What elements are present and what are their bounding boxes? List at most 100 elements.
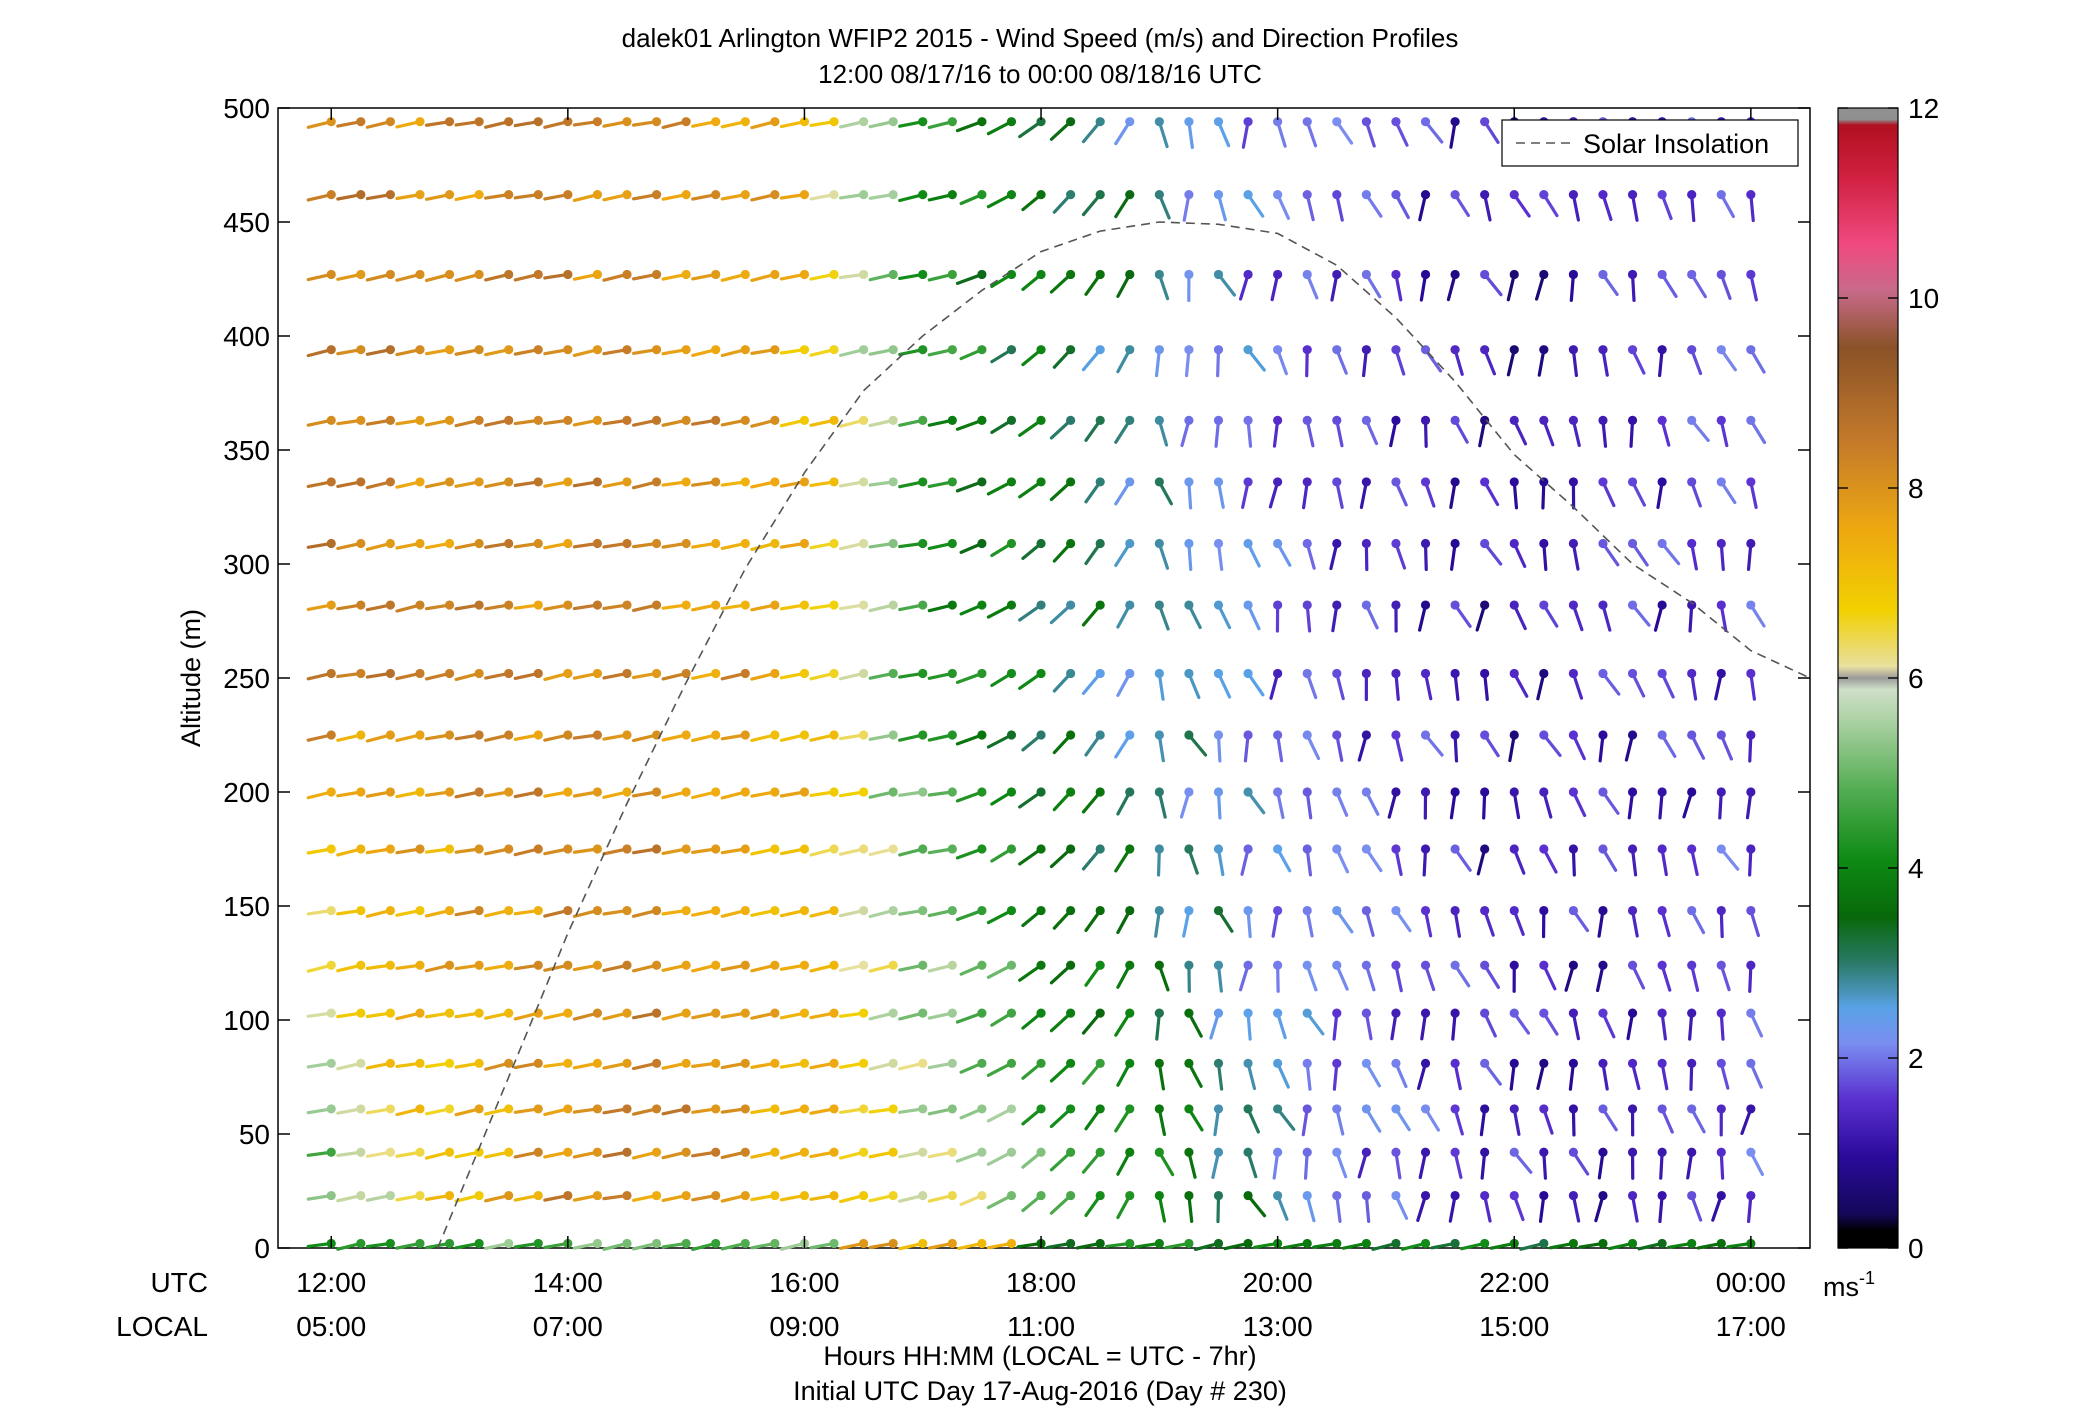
wind-stick-head — [474, 1147, 484, 1157]
wind-stick-head — [1095, 905, 1105, 916]
wind-stick-head — [1657, 1190, 1667, 1201]
wind-stick-head — [1125, 269, 1135, 280]
wind-stick-head — [977, 1104, 987, 1114]
wind-stick-head — [977, 1238, 987, 1249]
wind-stick-head — [1361, 538, 1371, 549]
wind-stick-head — [1036, 668, 1046, 679]
wind-stick-head — [385, 538, 395, 549]
wind-stick-head — [1213, 269, 1224, 280]
wind-stick-head — [711, 538, 721, 549]
wind-stick-head — [385, 730, 395, 740]
wind-stick-head — [533, 960, 543, 970]
wind-stick-head — [385, 905, 395, 916]
x-tick-label-utc: 16:00 — [769, 1267, 839, 1298]
wind-stick-head — [1598, 1008, 1608, 1018]
wind-stick-head — [888, 787, 898, 797]
wind-stick-head — [977, 415, 987, 425]
wind-stick-head — [385, 117, 395, 127]
wind-stick-head — [356, 477, 366, 487]
wind-stick-head — [622, 477, 632, 487]
wind-stick-head — [504, 190, 514, 200]
wind-stick-head — [770, 668, 780, 679]
legend: Solar Insolation — [1501, 119, 1799, 167]
wind-stick-head — [651, 1104, 662, 1114]
wind-stick-head — [1184, 668, 1194, 679]
wind-stick-head — [1450, 415, 1460, 425]
wind-stick-head — [385, 1008, 395, 1018]
wind-stick-head — [563, 345, 573, 355]
colorbar-tick-label: 2 — [1908, 1043, 1924, 1074]
wind-stick-head — [858, 1058, 869, 1068]
wind-stick-head — [385, 1190, 395, 1201]
wind-stick-head — [385, 960, 395, 970]
wind-stick-head — [799, 1104, 810, 1114]
wind-stick-head — [1273, 600, 1283, 610]
wind-stick-head — [563, 1104, 573, 1114]
wind-stick-head — [1006, 600, 1017, 610]
wind-stick-head — [533, 1190, 543, 1201]
wind-stick-head — [829, 477, 839, 487]
wind-stick-head — [1125, 117, 1135, 127]
wind-stick-head — [444, 1238, 455, 1249]
wind-stick-head — [947, 477, 957, 487]
wind-stick-head — [1213, 905, 1224, 916]
wind-stick-head — [474, 1058, 484, 1068]
wind-stick-head — [415, 415, 425, 425]
wind-stick-head — [918, 1190, 928, 1201]
wind-stick-head — [1361, 1058, 1371, 1068]
wind-stick-head — [1332, 1104, 1342, 1114]
wind-stick-head — [888, 117, 898, 127]
wind-stick-head — [1539, 415, 1549, 425]
wind-stick-head — [858, 844, 869, 854]
wind-stick-head — [1125, 1104, 1135, 1114]
x-tick-label-utc: 22:00 — [1479, 1267, 1549, 1298]
wind-stick-head — [1509, 668, 1519, 679]
wind-stick-head — [651, 668, 662, 679]
wind-stick-head — [504, 345, 514, 355]
wind-stick-head — [1036, 1104, 1046, 1114]
wind-stick-head — [444, 1147, 455, 1157]
wind-stick-head — [829, 668, 839, 679]
wind-stick-head — [1213, 844, 1224, 854]
wind-stick-head — [1361, 600, 1371, 610]
wind-stick-head — [1302, 1058, 1312, 1068]
wind-stick-head — [1125, 477, 1135, 487]
wind-stick-head — [533, 415, 543, 425]
wind-stick-head — [1450, 730, 1460, 740]
wind-stick-head — [622, 730, 632, 740]
wind-stick-head — [504, 1147, 514, 1157]
wind-stick-head — [1716, 345, 1726, 355]
wind-stick-head — [1036, 600, 1046, 610]
wind-stick-head — [1687, 960, 1697, 970]
wind-stick-head — [1391, 668, 1401, 679]
wind-stick-head — [770, 190, 780, 200]
wind-stick-head — [1154, 1147, 1164, 1157]
wind-stick-head — [977, 600, 987, 610]
wind-stick-head — [770, 730, 780, 740]
wind-stick-head — [829, 538, 839, 549]
wind-stick-head — [918, 1008, 928, 1018]
wind-stick-head — [977, 787, 987, 797]
wind-stick-head — [622, 538, 632, 549]
wind-stick-head — [799, 269, 810, 280]
wind-stick-head — [1006, 1147, 1017, 1157]
wind-stick-head — [1036, 269, 1046, 280]
wind-stick-head — [1627, 345, 1638, 355]
wind-stick-head — [563, 600, 573, 610]
wind-stick-head — [1125, 1058, 1135, 1068]
wind-stick-head — [1243, 477, 1253, 487]
wind-stick-head — [1332, 787, 1342, 797]
wind-stick-head — [770, 905, 780, 916]
wind-stick-head — [1332, 905, 1342, 916]
wind-stick-head — [1391, 905, 1401, 916]
y-tick-label: 500 — [223, 93, 270, 124]
wind-stick-head — [1066, 1008, 1076, 1018]
wind-stick-head — [1391, 1190, 1401, 1201]
wind-stick-head — [1716, 844, 1726, 854]
wind-stick-head — [799, 1190, 810, 1201]
wind-stick-head — [1391, 345, 1401, 355]
wind-stick-head — [1716, 668, 1726, 679]
wind-stick-head — [592, 905, 603, 916]
wind-stick-head — [1716, 787, 1726, 797]
wind-stick-head — [1450, 345, 1460, 355]
